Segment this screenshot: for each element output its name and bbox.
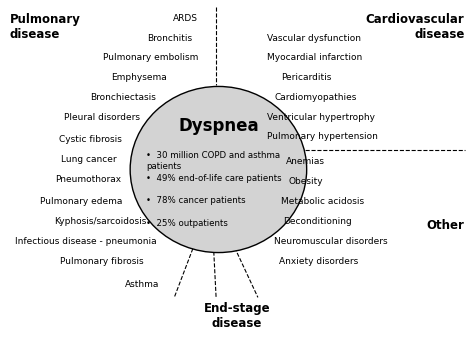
Text: •  49% end-of-life care patients: • 49% end-of-life care patients <box>146 174 282 183</box>
Text: Anxiety disorders: Anxiety disorders <box>279 257 358 266</box>
Text: Pleural disorders: Pleural disorders <box>64 113 140 121</box>
Text: Pulmonary hypertension: Pulmonary hypertension <box>267 133 378 141</box>
Text: •  30 million COPD and asthma
patients: • 30 million COPD and asthma patients <box>146 151 281 171</box>
Text: Myocardial infarction: Myocardial infarction <box>267 53 363 62</box>
Text: Pulmonary embolism: Pulmonary embolism <box>103 53 199 62</box>
Text: Deconditioning: Deconditioning <box>283 217 352 226</box>
Text: End-stage
disease: End-stage disease <box>204 302 270 331</box>
Text: Obesity: Obesity <box>288 177 323 186</box>
Text: Dyspnea: Dyspnea <box>178 117 259 135</box>
Text: Neuromuscular disorders: Neuromuscular disorders <box>274 237 388 246</box>
Text: •  25% outpatients: • 25% outpatients <box>146 219 228 228</box>
Text: Pneumothorax: Pneumothorax <box>55 175 121 184</box>
Text: Vascular dysfunction: Vascular dysfunction <box>267 34 361 43</box>
Text: Anemias: Anemias <box>286 157 325 166</box>
Text: Pulmonary edema: Pulmonary edema <box>40 197 123 206</box>
Text: •  78% cancer patients: • 78% cancer patients <box>146 196 246 205</box>
Text: Cardiomyopathies: Cardiomyopathies <box>274 93 356 102</box>
Text: Emphysema: Emphysema <box>111 73 167 82</box>
Ellipse shape <box>130 86 307 253</box>
Text: Pulmonary
disease: Pulmonary disease <box>9 13 80 41</box>
Text: Cystic fibrosis: Cystic fibrosis <box>59 135 122 144</box>
Text: Bronchiectasis: Bronchiectasis <box>90 93 156 102</box>
Text: Pericarditis: Pericarditis <box>281 73 331 82</box>
Text: Asthma: Asthma <box>125 280 159 288</box>
Text: Ventricular hypertrophy: Ventricular hypertrophy <box>267 113 375 121</box>
Text: Bronchitis: Bronchitis <box>147 34 192 43</box>
Text: Pulmonary fibrosis: Pulmonary fibrosis <box>61 257 144 266</box>
Text: Lung cancer: Lung cancer <box>61 155 116 164</box>
Text: Kyphosis/sarcoidosis: Kyphosis/sarcoidosis <box>54 217 146 226</box>
Text: Cardiovascular
disease: Cardiovascular disease <box>366 13 465 41</box>
Text: ARDS: ARDS <box>173 14 199 23</box>
Text: Infectious disease - pneumonia: Infectious disease - pneumonia <box>15 237 157 246</box>
Text: Metabolic acidosis: Metabolic acidosis <box>281 197 364 206</box>
Text: Other: Other <box>427 219 465 233</box>
